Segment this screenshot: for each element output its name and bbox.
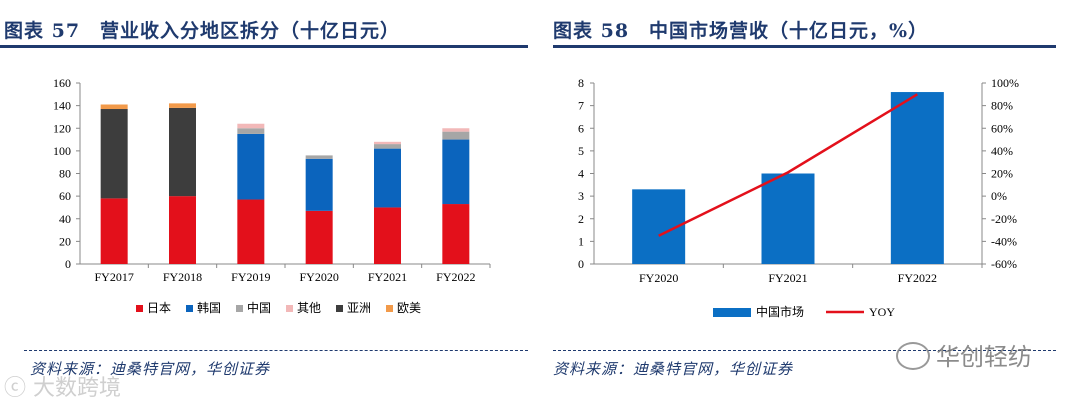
corner-watermark: ⓒ 大数跨境: [4, 376, 122, 401]
y2-tick-label: 100%: [991, 76, 1019, 90]
y-tick-label: 6: [578, 121, 584, 135]
x-tick-label: FY2018: [163, 270, 202, 284]
x-tick-label: FY2020: [639, 271, 678, 285]
bar-segment: [237, 128, 265, 134]
china-revenue-chart: 0 1 2 3 4 5 6 7 8 -60% -40% -20% 0% 20% 40% 60% 80% 100% F…: [578, 76, 1019, 319]
bar-segment: [442, 204, 470, 264]
y-tick-label: 100: [53, 144, 71, 158]
bar-segment: [100, 109, 128, 199]
x-tick-label: FY2021: [768, 271, 807, 285]
x-tick-label: FY2022: [436, 270, 475, 284]
bar-segment: [442, 139, 470, 205]
y2-tick-label: 60%: [991, 121, 1013, 135]
bar-segment: [169, 107, 196, 197]
bar-segment: [237, 123, 265, 129]
right-panel: 图表 58 中国市场营收（十亿日元，%） 0 1 2 3 4 5 6 7 8 -60% -40% -2…: [550, 0, 1080, 403]
y-tick-label: 0: [578, 257, 584, 271]
y-tick-label: 40: [59, 212, 71, 226]
bar-segment: [237, 133, 265, 200]
y-tick-label: 3: [578, 189, 584, 203]
legend-label: 中国: [247, 300, 271, 315]
brand-watermark-text: 华创轻纺: [936, 343, 1032, 371]
y2-tick-label: 20%: [991, 167, 1013, 181]
y2-tick-label: -40%: [991, 234, 1017, 248]
x-tick-label: FY2020: [299, 270, 338, 284]
legend-label: 日本: [147, 301, 171, 315]
bar-segment: [374, 207, 401, 264]
legend-swatch-bar: [713, 308, 751, 317]
bar-segment: [100, 104, 128, 110]
y-tick-label: 2: [578, 212, 584, 226]
y-tick-label: 140: [53, 99, 71, 113]
y-tick-label: 120: [53, 121, 71, 135]
bar-segment: [169, 196, 196, 264]
x-tick-label: FY2022: [898, 271, 937, 285]
y2-tick-label: 80%: [991, 99, 1013, 113]
bar-segment: [374, 141, 401, 145]
y-tick-label: 1: [578, 234, 584, 248]
y-tick-label: 5: [578, 144, 584, 158]
legend-label: 其他: [297, 301, 321, 315]
y-tick-label: 80: [59, 167, 71, 181]
bar-segment: [305, 158, 333, 211]
legend-label-line: YOY: [869, 305, 895, 319]
bar-segment: [100, 198, 128, 264]
bar-segment: [237, 199, 265, 264]
left-chart-title: 图表 57 营业收入分地区拆分（十亿日元）: [4, 20, 401, 42]
y-tick-label: 8: [578, 76, 584, 90]
legend-swatch: [286, 305, 293, 312]
right-footer-rule: [553, 350, 1056, 351]
bar-segment: [305, 155, 333, 159]
region-revenue-chart: 0 20 40 60 80 100 120 140 160 FY2017 FY2018 FY2019 F…: [53, 76, 491, 315]
bar-segment: [169, 103, 196, 108]
bar-segment: [442, 128, 470, 132]
left-source-text: 资料来源：迪桑特官网，华创证券: [30, 360, 271, 378]
right-title-rule: [553, 45, 1056, 48]
legend-swatch: [136, 305, 143, 312]
left-title-rule: [0, 45, 528, 48]
legend-swatch: [336, 305, 343, 312]
wechat-icon: [896, 342, 930, 370]
y-tick-label: 7: [578, 99, 584, 113]
right-source-text: 资料来源：迪桑特官网，华创证券: [553, 360, 794, 378]
x-tick-label: FY2019: [231, 270, 270, 284]
y2-tick-label: 0%: [991, 189, 1007, 203]
left-footer-rule: [24, 350, 528, 351]
corner-watermark-text: 大数跨境: [33, 376, 122, 401]
yoy-line: [658, 93, 918, 237]
bar: [761, 173, 815, 264]
y-tick-label: 0: [65, 257, 71, 271]
y2-tick-label: -20%: [991, 212, 1017, 226]
bar-segment: [374, 144, 401, 149]
legend-swatch: [236, 305, 243, 312]
right-chart-title: 图表 58 中国市场营收（十亿日元，%）: [553, 20, 929, 42]
bar: [890, 92, 944, 264]
legend-label: 亚洲: [347, 301, 371, 315]
y2-tick-label: -60%: [991, 257, 1017, 271]
brand-watermark: 华创轻纺: [896, 337, 1032, 372]
bar-segment: [442, 131, 470, 140]
left-panel: 图表 57 营业收入分地区拆分（十亿日元） 0 20 40 60 80 100 120 140…: [0, 0, 530, 403]
bar-segment: [305, 210, 333, 264]
x-tick-label: FY2021: [368, 270, 407, 284]
y-tick-label: 4: [578, 167, 584, 181]
y-tick-label: 60: [59, 189, 71, 203]
y-tick-label: 20: [59, 234, 71, 248]
legend-swatch: [186, 305, 193, 312]
y2-tick-label: 40%: [991, 144, 1013, 158]
legend-label: 欧美: [397, 301, 421, 315]
legend-swatch: [386, 305, 393, 312]
x-tick-label: FY2017: [94, 270, 133, 284]
y-tick-label: 160: [53, 76, 71, 90]
bar-segment: [374, 148, 401, 208]
legend-label-bar: 中国市场: [756, 304, 804, 319]
legend-label: 韩国: [197, 300, 221, 315]
